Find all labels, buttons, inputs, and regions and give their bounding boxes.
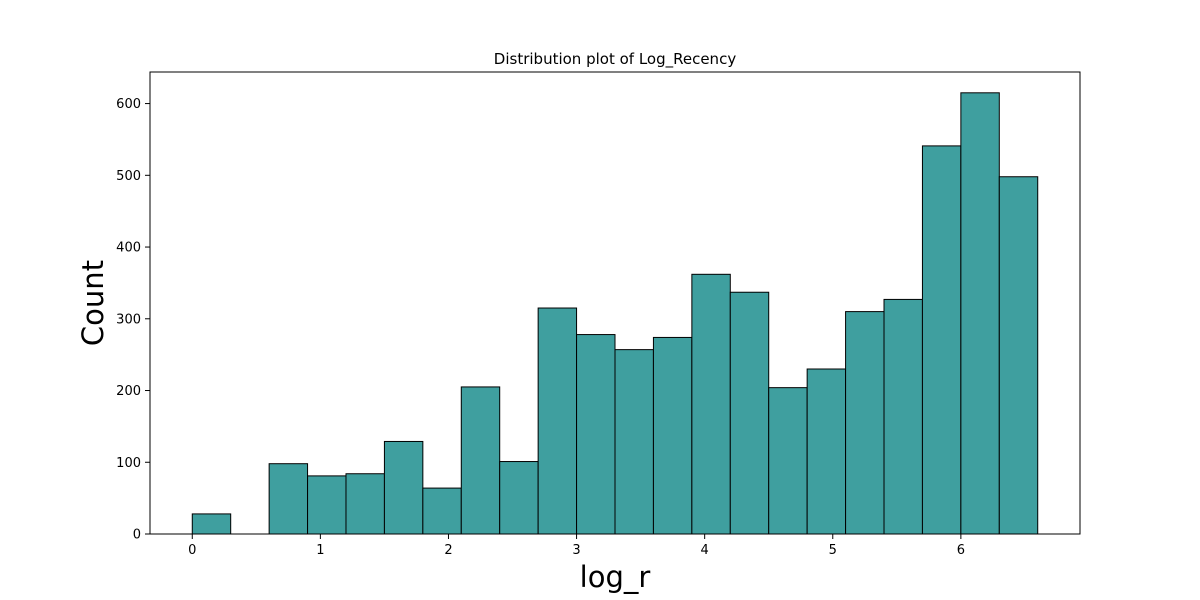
- y-tick-label: 400: [116, 241, 141, 256]
- bars-group: [191, 92, 1039, 535]
- histogram-bar: [499, 461, 539, 535]
- histogram-bar: [998, 176, 1039, 535]
- y-axis-ticks: 0 100 200 300 400 500 600: [116, 97, 150, 543]
- x-tick-label: 4: [701, 543, 709, 558]
- y-axis-label: Count: [76, 260, 110, 346]
- x-axis-label: log_r: [580, 560, 651, 594]
- y-tick-label: 100: [116, 456, 141, 471]
- x-tick-label: 5: [829, 543, 837, 558]
- y-tick-label: 600: [116, 97, 141, 112]
- histogram-bar: [576, 334, 616, 535]
- histogram-bar: [768, 387, 808, 535]
- histogram-bar: [460, 386, 501, 535]
- histogram-bar: [268, 463, 309, 535]
- histogram-bar: [537, 307, 578, 535]
- x-tick-label: 6: [957, 543, 965, 558]
- histogram-bar: [883, 298, 923, 535]
- histogram-bar: [614, 349, 654, 535]
- y-tick-label: 0: [133, 528, 141, 543]
- histogram-bar: [921, 145, 962, 535]
- histogram-bar: [845, 311, 885, 535]
- histogram-bar: [307, 475, 347, 535]
- histogram-bar: [806, 368, 847, 535]
- histogram-bar: [691, 273, 731, 535]
- x-axis-ticks: 0 1 2 3 4 5 6: [188, 534, 965, 558]
- chart-title: Distribution plot of Log_Recency: [494, 50, 737, 69]
- x-tick-label: 0: [188, 543, 196, 558]
- y-tick-label: 300: [116, 312, 141, 327]
- x-tick-label: 3: [572, 543, 580, 558]
- histogram-bar: [729, 291, 770, 535]
- histogram-bar: [345, 473, 385, 535]
- x-tick-label: 2: [444, 543, 452, 558]
- x-tick-label: 1: [316, 543, 324, 558]
- histogram-bar: [191, 513, 232, 535]
- histogram-bar: [960, 92, 1000, 535]
- plot-area-frame: [149, 71, 1081, 535]
- y-tick-label: 500: [116, 169, 141, 184]
- histogram-bar: [422, 487, 462, 535]
- histogram-bar: [383, 440, 424, 535]
- histogram-bar: [652, 336, 693, 535]
- y-tick-label: 200: [116, 384, 141, 399]
